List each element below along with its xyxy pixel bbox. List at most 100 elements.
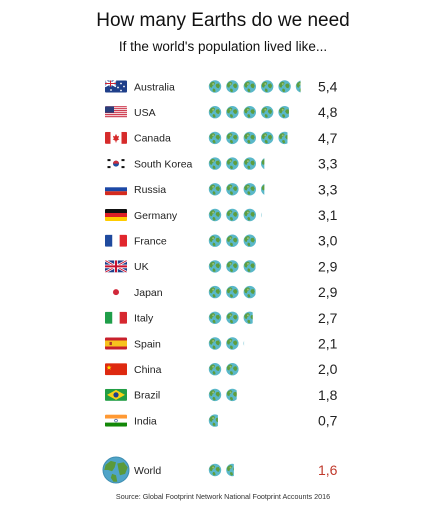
country-label: France <box>134 236 167 248</box>
value-label: 5,4 <box>318 79 338 95</box>
australia-flag <box>105 80 127 93</box>
earth-icon <box>208 234 222 247</box>
row-spain: Spain 2,1 <box>105 336 338 352</box>
value-label: 3,3 <box>318 181 338 197</box>
row-brazil: Brazil 1,8 <box>105 387 338 403</box>
country-label: UK <box>134 261 149 273</box>
row-japan: Japan 2,9 <box>113 284 338 300</box>
country-label: China <box>134 364 162 376</box>
value-label: 4,7 <box>318 130 338 146</box>
value-label: 2,1 <box>318 336 338 352</box>
uk-flag <box>105 260 127 273</box>
earth-icon <box>278 131 288 145</box>
earth-icon <box>243 183 256 196</box>
value-label: 3,0 <box>318 233 338 249</box>
value-label: 2,9 <box>318 284 338 300</box>
world-value-label: 1,6 <box>318 462 338 478</box>
value-label: 3,3 <box>318 156 338 172</box>
chart-subtitle: If the world's population lived like... <box>119 39 327 54</box>
earth-icon <box>208 463 222 477</box>
country-label: Russia <box>134 184 166 196</box>
row-south-korea: South Korea 3,3 <box>105 156 338 172</box>
row-india: India 0,7 <box>105 413 338 429</box>
earth-icon <box>226 106 239 119</box>
earth-icon <box>208 106 222 119</box>
value-label: 3,1 <box>318 207 338 223</box>
italy-flag <box>105 311 127 324</box>
earth-icon <box>226 80 239 93</box>
country-label: Italy <box>134 313 154 325</box>
globe-icon <box>102 456 130 484</box>
usa-flag <box>105 106 127 119</box>
row-france: France 3,0 <box>105 233 338 249</box>
row-china: China 2,0 <box>105 361 338 377</box>
row-australia: Australia 5,4 <box>105 79 338 95</box>
earth-icon <box>226 337 239 350</box>
earth-icon <box>278 80 291 93</box>
earth-icon <box>226 311 239 324</box>
earth-icon <box>243 106 256 119</box>
earth-icon <box>226 234 239 247</box>
canada-flag <box>105 131 127 144</box>
earth-icon <box>261 80 274 93</box>
earth-icon <box>261 106 274 119</box>
earth-icon <box>208 183 222 196</box>
earth-icon <box>226 208 239 222</box>
earth-icon <box>226 260 239 273</box>
china-flag <box>105 363 127 376</box>
earth-icon <box>208 414 218 427</box>
spain-flag <box>105 337 127 350</box>
earth-icon <box>243 234 256 247</box>
earth-icon <box>208 80 222 93</box>
earth-icon <box>208 363 222 376</box>
earth-icon <box>208 311 222 324</box>
russia-flag <box>105 183 127 196</box>
earth-icon <box>243 157 256 170</box>
earth-icon <box>226 388 237 402</box>
country-label: USA <box>134 107 156 119</box>
value-label: 2,0 <box>318 361 338 377</box>
brazil-flag <box>105 388 127 401</box>
value-label: 1,8 <box>318 387 338 403</box>
earth-icon <box>295 80 301 93</box>
earth-icon <box>243 285 256 299</box>
earth-icon <box>208 337 222 350</box>
earth-icon <box>226 157 239 170</box>
row-canada: Canada 4,7 <box>105 130 338 146</box>
country-label: Canada <box>134 133 171 145</box>
row-usa: USA 4,8 <box>105 104 338 120</box>
chart-source: Source: Global Footprint Network Nationa… <box>116 492 330 501</box>
earth-icon <box>261 158 265 170</box>
earth-icon <box>243 341 245 346</box>
row-germany: Germany 3,1 <box>105 207 338 223</box>
earth-icon <box>208 157 222 170</box>
row-uk: UK 2,9 <box>105 258 338 274</box>
value-label: 0,7 <box>318 413 338 429</box>
earth-icon <box>226 363 239 376</box>
earth-icon <box>208 285 222 299</box>
chart-rows: Australia 5,4 USA 4,8 Canada 4,7 South Korea 3,… <box>105 79 338 429</box>
row-italy: Italy 2,7 <box>105 310 338 326</box>
earth-icon <box>243 80 256 93</box>
earth-icon <box>243 260 256 273</box>
country-label: Japan <box>134 287 163 299</box>
earth-icon <box>226 285 239 299</box>
value-label: 4,8 <box>318 104 338 120</box>
world-label: World <box>134 465 161 477</box>
country-label: Australia <box>134 81 175 93</box>
earth-icon <box>261 131 274 145</box>
earth-icon <box>243 311 253 324</box>
earth-icon <box>243 131 256 145</box>
country-label: Brazil <box>134 390 160 402</box>
earth-icon <box>226 183 239 196</box>
earth-icon <box>208 260 222 273</box>
country-label: Germany <box>134 210 178 222</box>
chart-title: How many Earths do we need <box>96 10 349 31</box>
row-russia: Russia 3,3 <box>105 181 338 197</box>
earth-icon <box>278 106 289 119</box>
country-label: India <box>134 415 157 427</box>
germany-flag <box>105 209 127 221</box>
value-label: 2,7 <box>318 310 338 326</box>
earth-icon <box>261 212 262 218</box>
